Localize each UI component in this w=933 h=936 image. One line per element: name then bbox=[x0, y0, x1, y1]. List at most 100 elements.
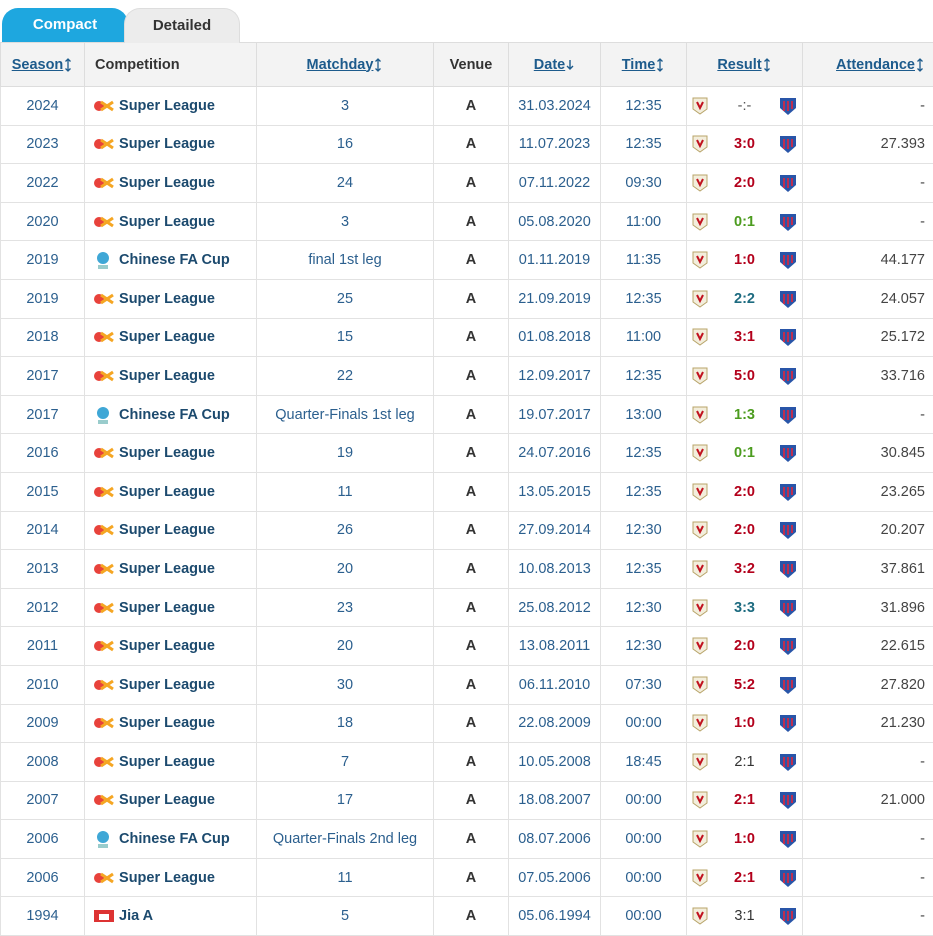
season[interactable]: 2024 bbox=[26, 97, 59, 114]
season[interactable]: 2013 bbox=[26, 560, 59, 577]
season[interactable]: 1994 bbox=[26, 908, 59, 925]
competition-logo bbox=[94, 525, 114, 536]
season[interactable]: 2006 bbox=[26, 831, 59, 848]
competition[interactable]: Super League bbox=[119, 213, 215, 230]
result[interactable]: 2:0 bbox=[734, 638, 755, 655]
away-badge bbox=[779, 908, 796, 926]
competition[interactable]: Super League bbox=[119, 483, 215, 500]
season[interactable]: 2006 bbox=[26, 869, 59, 886]
date: 01.08.2018 bbox=[518, 329, 591, 346]
sort-link[interactable]: Date bbox=[533, 56, 566, 73]
result[interactable]: 1:0 bbox=[734, 715, 755, 732]
result[interactable]: 3:3 bbox=[734, 599, 755, 616]
sort-link[interactable]: Season bbox=[11, 56, 64, 73]
result[interactable]: 0:1 bbox=[734, 445, 755, 462]
date: 13.05.2015 bbox=[518, 483, 591, 500]
season[interactable]: 2023 bbox=[26, 136, 59, 153]
sort-link[interactable]: Matchday bbox=[306, 56, 374, 73]
season-cell: 2023 bbox=[0, 124, 85, 165]
competition[interactable]: Super League bbox=[119, 290, 215, 307]
competition[interactable]: Super League bbox=[119, 174, 215, 191]
competition-cell: Super League bbox=[84, 433, 257, 473]
season[interactable]: 2010 bbox=[26, 676, 59, 693]
competition[interactable]: Super League bbox=[119, 367, 215, 384]
season[interactable]: 2016 bbox=[26, 445, 59, 462]
sort-icon bbox=[917, 57, 923, 72]
sort-link[interactable]: Attendance bbox=[836, 56, 915, 73]
away-badge bbox=[780, 483, 796, 501]
competition[interactable]: Super League bbox=[119, 753, 215, 770]
season-cell: 1994 bbox=[0, 896, 85, 936]
column-header[interactable]: Date bbox=[508, 42, 601, 87]
tab-compact[interactable]: Compact bbox=[2, 8, 128, 42]
sort-icon bbox=[763, 57, 770, 72]
season[interactable]: 2019 bbox=[26, 252, 59, 269]
competition[interactable]: Super League bbox=[119, 792, 215, 809]
result[interactable]: 2:1 bbox=[734, 753, 755, 770]
result[interactable]: 3:2 bbox=[734, 560, 755, 577]
season[interactable]: 2009 bbox=[26, 715, 59, 732]
column-header[interactable]: Result bbox=[686, 42, 803, 87]
competition[interactable]: Super League bbox=[119, 676, 215, 693]
competition[interactable]: Super League bbox=[119, 444, 215, 461]
result[interactable]: 2:2 bbox=[734, 290, 755, 307]
competition[interactable]: Chinese FA Cup bbox=[119, 406, 230, 423]
result[interactable]: 2:0 bbox=[734, 522, 755, 539]
result[interactable]: 3:0 bbox=[734, 136, 755, 153]
season[interactable]: 2018 bbox=[26, 329, 59, 346]
venue: A bbox=[465, 753, 477, 770]
competition[interactable]: Chinese FA Cup bbox=[119, 252, 230, 268]
result[interactable]: 5:0 bbox=[734, 367, 755, 384]
column-header[interactable]: Season bbox=[0, 42, 85, 87]
sort-link[interactable]: Time bbox=[621, 56, 656, 73]
result[interactable]: 1:0 bbox=[734, 252, 755, 269]
season[interactable]: 2017 bbox=[26, 406, 59, 423]
competition[interactable]: Chinese FA Cup bbox=[119, 830, 230, 847]
match-row: 2015 Super League 11 A 13.05.2015 12:35 2:0 23… bbox=[0, 471, 933, 512]
competition[interactable]: Super League bbox=[119, 599, 215, 616]
season-cell: 2017 bbox=[0, 394, 85, 435]
time-cell: 12:30 bbox=[600, 626, 687, 666]
time-cell: 11:35 bbox=[600, 240, 687, 280]
competition[interactable]: Super League bbox=[119, 522, 215, 539]
competition[interactable]: Super League bbox=[119, 637, 215, 654]
result[interactable]: 3:1 bbox=[734, 329, 755, 346]
season[interactable]: 2015 bbox=[26, 483, 59, 500]
result[interactable]: 1:3 bbox=[734, 406, 755, 423]
season[interactable]: 2019 bbox=[26, 290, 59, 307]
result[interactable]: 5:2 bbox=[734, 676, 755, 693]
result[interactable]: -:- bbox=[737, 97, 752, 114]
competition-logo bbox=[94, 756, 114, 768]
season[interactable]: 2022 bbox=[26, 174, 59, 191]
season[interactable]: 2008 bbox=[26, 753, 59, 770]
result[interactable]: 2:0 bbox=[734, 174, 755, 191]
competition-logo bbox=[94, 332, 114, 343]
season[interactable]: 2011 bbox=[26, 638, 59, 655]
column-header[interactable]: Matchday bbox=[256, 42, 434, 87]
tab-detailed[interactable]: Detailed bbox=[124, 8, 240, 43]
competition[interactable]: Super League bbox=[119, 869, 215, 886]
competition[interactable]: Super League bbox=[119, 329, 215, 346]
competition[interactable]: Super League bbox=[119, 715, 215, 732]
column-header[interactable]: Time bbox=[600, 42, 687, 87]
result[interactable]: 3:1 bbox=[734, 908, 755, 925]
result[interactable]: 1:0 bbox=[734, 831, 755, 848]
season[interactable]: 2007 bbox=[26, 792, 59, 809]
result[interactable]: 2:0 bbox=[734, 483, 755, 500]
season[interactable]: 2014 bbox=[26, 522, 59, 539]
result[interactable]: 2:1 bbox=[734, 869, 755, 886]
competition[interactable]: Super League bbox=[119, 97, 215, 114]
season[interactable]: 2020 bbox=[26, 213, 59, 230]
column-header[interactable]: Attendance bbox=[802, 42, 933, 87]
season[interactable]: 2012 bbox=[26, 599, 59, 616]
sort-link[interactable]: Result bbox=[717, 56, 762, 73]
season[interactable]: 2017 bbox=[26, 367, 59, 384]
competition[interactable]: Super League bbox=[119, 560, 215, 577]
attendance: 37.861 bbox=[880, 560, 925, 577]
result[interactable]: 2:1 bbox=[734, 792, 755, 809]
competition[interactable]: Super League bbox=[119, 136, 215, 153]
matchday-cell: 16 bbox=[256, 124, 434, 165]
matchday: Quarter-Finals 1st leg bbox=[275, 406, 415, 423]
result[interactable]: 0:1 bbox=[734, 213, 755, 230]
competition[interactable]: Jia A bbox=[119, 908, 154, 925]
